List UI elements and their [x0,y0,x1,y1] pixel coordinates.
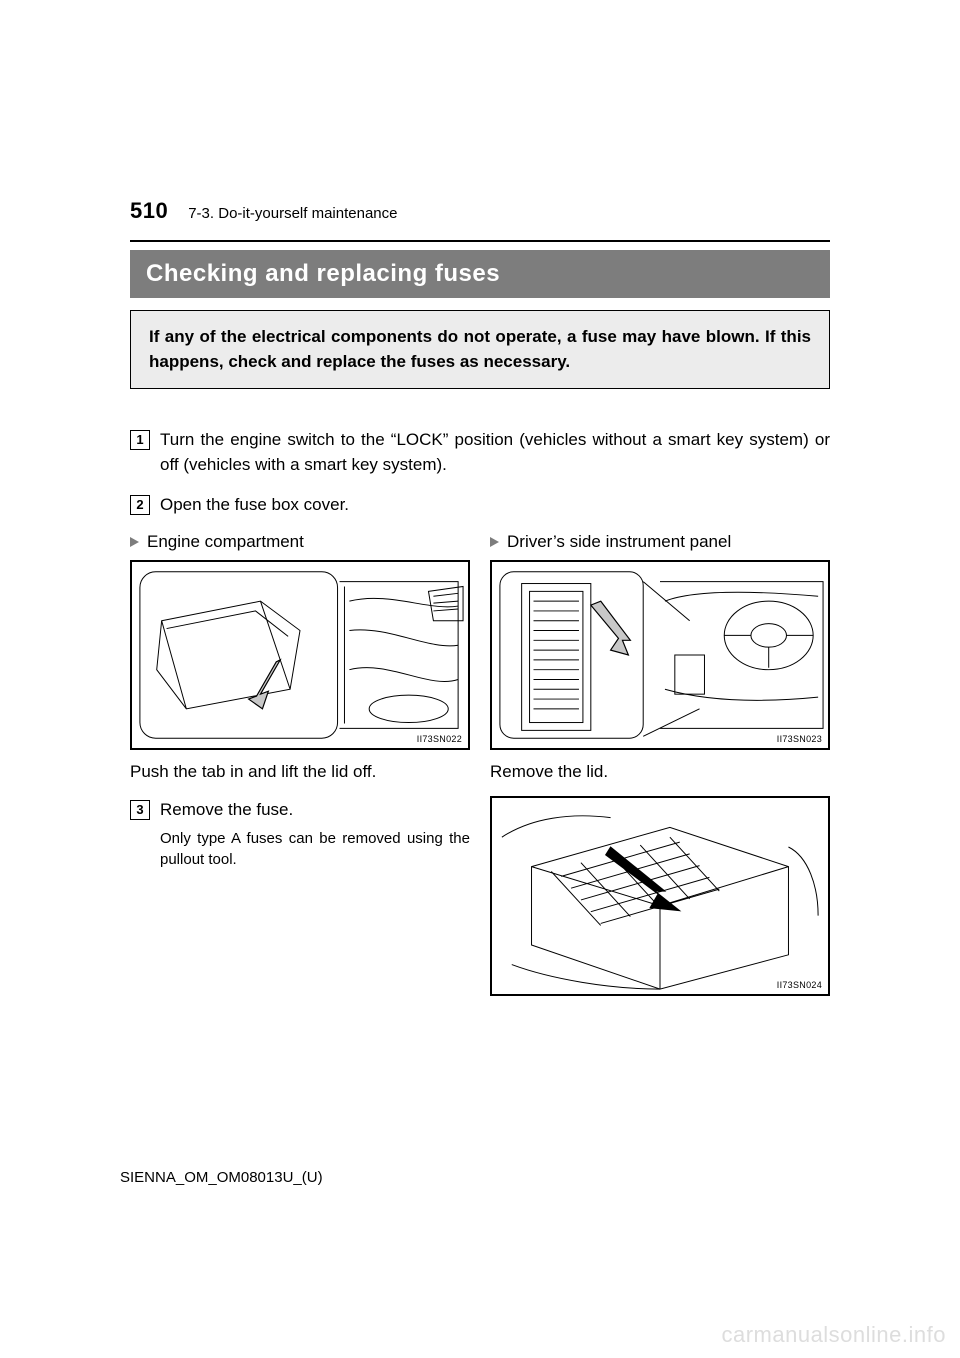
right-column: Driver’s side instrument panel [490,532,830,996]
engine-diagram-icon [132,562,468,748]
step-body: Remove the fuse. Only type A fuses can b… [160,798,470,870]
figure-driver-panel: II73SN023 [490,560,830,750]
intro-box: If any of the electrical components do n… [130,310,830,389]
two-columns: Engine compartment [130,532,830,996]
figure-caption: Push the tab in and lift the lid off. [130,760,470,784]
subheading-text: Engine compartment [147,532,304,552]
step-1: 1 Turn the engine switch to the “LOCK” p… [130,428,830,477]
section-title-bar: Checking and replacing fuses [130,250,830,298]
step-title: Remove the fuse. [160,798,470,822]
left-column: Engine compartment [130,532,470,996]
header-rule [130,240,830,242]
figure-code: II73SN023 [777,734,822,744]
step-text: Turn the engine switch to the “LOCK” pos… [160,428,830,477]
manual-page: 510 7-3. Do-it-yourself maintenance Chec… [0,0,960,1358]
figure-code: II73SN022 [417,734,462,744]
page-number: 510 [130,198,168,224]
triangle-icon [130,537,139,547]
body-area: 1 Turn the engine switch to the “LOCK” p… [130,412,830,996]
figure-engine-compartment: II73SN022 [130,560,470,750]
subheading-engine: Engine compartment [130,532,470,552]
step-3: 3 Remove the fuse. Only type A fuses can… [130,798,470,870]
figure-fuse-pullout: II73SN024 [490,796,830,996]
page-header: 510 7-3. Do-it-yourself maintenance [130,198,830,224]
subheading-driver-panel: Driver’s side instrument panel [490,532,830,552]
document-id: SIENNA_OM_OM08013U_(U) [120,1169,323,1186]
section-path: 7-3. Do-it-yourself maintenance [188,205,397,222]
subheading-text: Driver’s side instrument panel [507,532,731,552]
step-note: Only type A fuses can be removed using t… [160,828,470,870]
step-number-box: 3 [130,800,150,820]
watermark: carmanualsonline.info [721,1322,946,1348]
step-number-box: 2 [130,495,150,515]
fuse-pullout-diagram-icon [492,798,828,994]
figure-caption: Remove the lid. [490,760,830,784]
step-2: 2 Open the fuse box cover. [130,493,830,518]
triangle-icon [490,537,499,547]
step-text: Open the fuse box cover. [160,493,830,518]
step-number-box: 1 [130,430,150,450]
figure-code: II73SN024 [777,980,822,990]
driver-panel-diagram-icon [492,562,828,748]
